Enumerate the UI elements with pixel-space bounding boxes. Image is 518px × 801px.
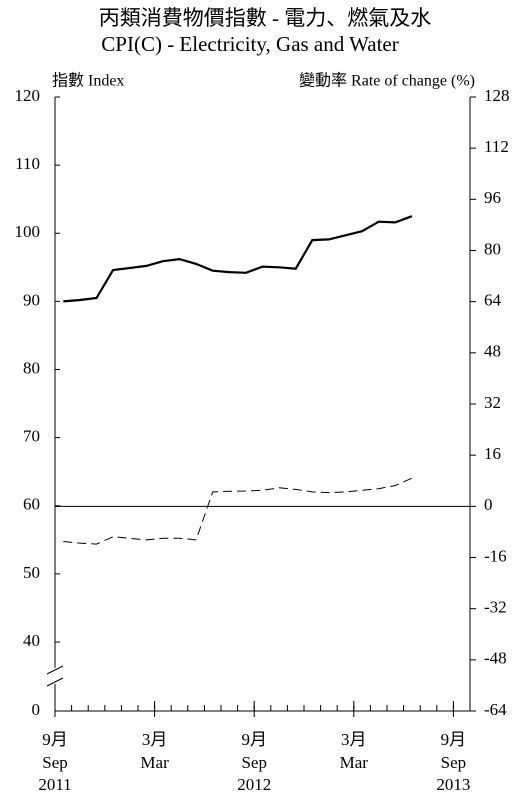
- y2-tick-label: 16: [484, 444, 501, 463]
- y-tick-label: 120: [15, 86, 41, 105]
- data-line: [63, 215, 413, 303]
- y-tick-label: 100: [15, 222, 41, 241]
- y-tick-label: 60: [23, 495, 40, 514]
- x-tick-label: 9月: [42, 730, 68, 749]
- x-tick-label: 2012: [237, 775, 271, 794]
- y-tick-label: 90: [23, 290, 40, 309]
- y-tick-label: 0: [32, 700, 41, 719]
- x-tick-label: 2011: [38, 775, 71, 794]
- y2-tick-label: 128: [484, 86, 510, 105]
- x-tick-label: 3月: [341, 730, 367, 749]
- y2-tick-label: 96: [484, 188, 501, 207]
- y-tick-label: 110: [15, 154, 40, 173]
- y-tick-label: 80: [23, 358, 40, 377]
- axis-break: [46, 665, 64, 675]
- y2-tick-label: -64: [484, 700, 507, 719]
- chart-title: 丙類消費物價指數 - 電力、燃氣及水: [99, 6, 432, 30]
- y-tick-label: 70: [23, 427, 40, 446]
- x-tick-label: Sep: [441, 753, 467, 772]
- y2-tick-label: 112: [484, 137, 509, 156]
- y-axis-label: 指數 Index: [52, 72, 124, 90]
- y-tick-label: 40: [23, 631, 40, 650]
- x-tick-label: Mar: [140, 753, 169, 772]
- y2-tick-label: -32: [484, 598, 507, 617]
- x-tick-label: Sep: [42, 753, 68, 772]
- y2-tick-label: -16: [484, 546, 507, 565]
- x-tick-label: Sep: [241, 753, 267, 772]
- y2-axis-label: 變動率 Rate of change (%): [299, 72, 475, 90]
- y2-tick-label: 48: [484, 342, 501, 361]
- chart-subtitle: CPI(C) - Electricity, Gas and Water: [101, 32, 398, 56]
- y2-tick-label: 64: [484, 291, 502, 310]
- x-tick-label: Mar: [340, 753, 369, 772]
- y2-tick-label: 80: [484, 239, 501, 258]
- x-tick-label: 9月: [441, 730, 467, 749]
- y2-tick-label: 0: [484, 495, 493, 514]
- data-line: [63, 477, 413, 545]
- y2-tick-label: -48: [484, 649, 507, 668]
- axis-break: [46, 677, 64, 687]
- y2-tick-label: 32: [484, 393, 501, 412]
- x-tick-label: 2013: [436, 775, 470, 794]
- y-tick-label: 50: [23, 563, 40, 582]
- x-tick-label: 3月: [142, 730, 168, 749]
- x-tick-label: 9月: [241, 730, 267, 749]
